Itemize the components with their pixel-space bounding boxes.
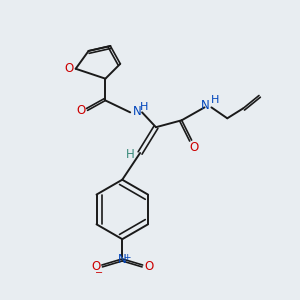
Text: H: H (140, 102, 148, 112)
Text: N: N (133, 105, 142, 118)
Text: O: O (91, 260, 100, 273)
Text: H: H (126, 148, 135, 161)
Text: N: N (118, 254, 127, 266)
Text: H: H (210, 95, 219, 106)
Text: O: O (144, 260, 154, 273)
Text: O: O (64, 62, 74, 75)
Text: +: + (124, 254, 131, 262)
Text: O: O (189, 140, 198, 154)
Text: N: N (201, 99, 210, 112)
Text: −: − (95, 268, 104, 278)
Text: O: O (76, 104, 85, 117)
